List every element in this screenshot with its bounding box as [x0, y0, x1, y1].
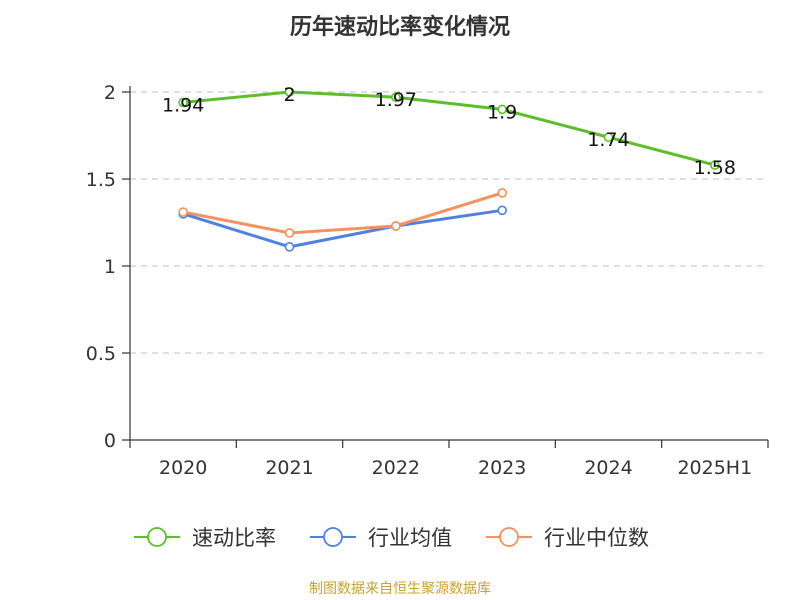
data-point [284, 228, 295, 238]
legend-label: 行业均值 [368, 526, 452, 550]
series-line [182, 191, 503, 235]
legend-label: 行业中位数 [544, 526, 649, 550]
data-label: 1.97 [375, 89, 417, 111]
legend-label: 速动比率 [192, 526, 276, 550]
series-lines [178, 87, 720, 252]
data-point [497, 104, 507, 115]
data-label: 1.58 [694, 157, 736, 179]
legend-marker [147, 527, 167, 547]
data-point [391, 221, 401, 231]
data-point [178, 97, 188, 108]
legend-marker [499, 527, 519, 547]
x-tick-label: 2022 [372, 457, 420, 479]
x-tick-label: 2021 [265, 457, 313, 479]
series-line [182, 208, 503, 249]
x-tick-label: 2025H1 [677, 457, 752, 479]
series-line [183, 90, 716, 167]
y-tick-label: 1.5 [86, 169, 116, 191]
legend-item: 行业均值 [310, 526, 452, 550]
source-note: 制图数据来自恒生聚源数据库 [309, 581, 491, 597]
data-label: 1.94 [162, 94, 204, 116]
y-tick-label: 1 [104, 256, 116, 278]
legend-item: 行业中位数 [486, 526, 649, 550]
legend: 速动比率 行业均值 行业中位数 [134, 526, 649, 550]
data-labels: 1.94 2 1.97 1.9 1.74 1.58 [162, 84, 736, 179]
legend-item: 速动比率 [134, 526, 276, 550]
data-point [710, 160, 720, 170]
x-tick-label: 2024 [584, 457, 632, 479]
x-tick-label: 2020 [159, 457, 207, 479]
x-tick-label: 2023 [478, 457, 526, 479]
grid-lines [130, 91, 768, 354]
y-tick-label: 0 [104, 430, 116, 452]
axes: 0 0.5 1 1.5 2 2020 2021 2022 2023 2024 2025H1 [86, 82, 769, 479]
data-point [284, 87, 295, 97]
data-label: 2 [283, 84, 295, 106]
legend-marker [323, 527, 343, 547]
y-tick-label: 0.5 [86, 343, 116, 365]
data-point [497, 188, 507, 198]
data-point [284, 242, 295, 252]
data-point [391, 92, 401, 103]
data-label: 1.9 [487, 101, 517, 123]
y-tick-label: 2 [104, 82, 116, 104]
data-point [497, 205, 507, 216]
chart-title: 历年速动比率变化情况 [290, 14, 510, 40]
data-point [603, 132, 614, 143]
data-point [178, 207, 188, 217]
data-label: 1.74 [587, 129, 629, 151]
